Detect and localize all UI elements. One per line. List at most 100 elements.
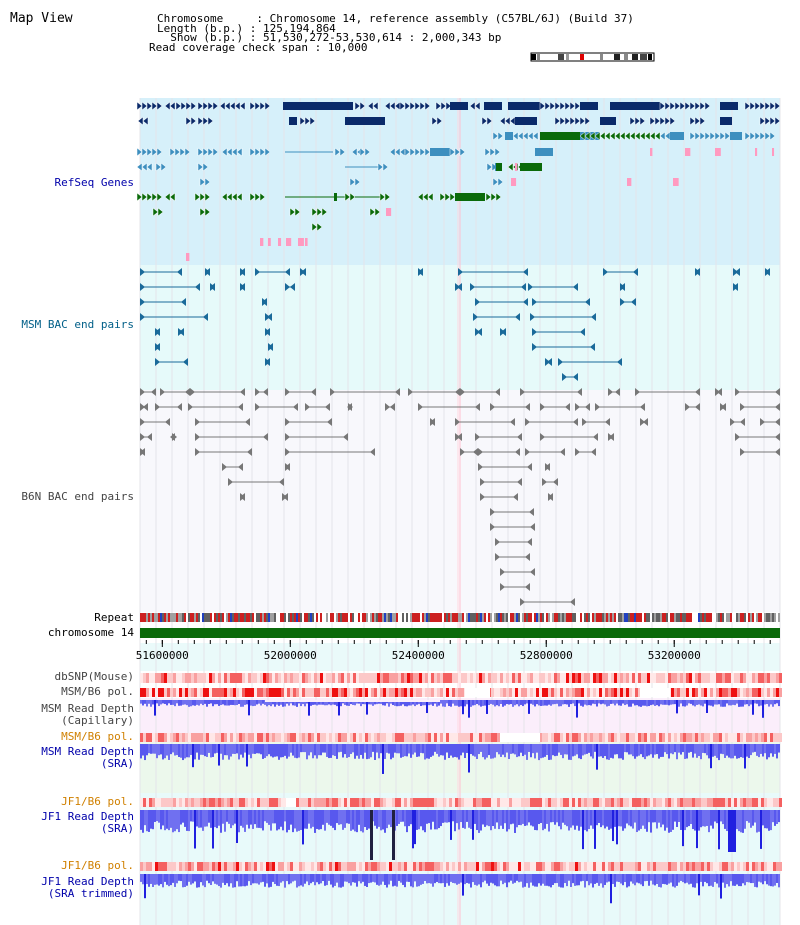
jf1-pol2-cell <box>155 862 158 871</box>
jf1-sra-depth-bar <box>330 810 332 826</box>
jf1-trim-depth-bar <box>314 874 316 886</box>
jf1-sra-depth-bar <box>650 810 652 833</box>
jf1-trim-depth-bar <box>218 874 220 887</box>
msm-cap-depth-bar <box>466 700 468 705</box>
jf1-trim-depth-bar <box>716 874 718 884</box>
jf1-sra-depth-bar <box>778 810 780 823</box>
jf1-pol2-cell <box>689 862 692 871</box>
gene-arrow <box>759 101 766 111</box>
jf1-pol-cell <box>437 798 440 807</box>
repeat-element <box>532 613 534 622</box>
dbsnp-cell <box>332 673 335 683</box>
jf1-sra-depth-bar <box>252 810 254 829</box>
track-label-jf1-b6-pol[interactable]: JF1/B6 pol. <box>61 795 134 808</box>
jf1-sra-depth-bar <box>706 810 708 826</box>
msm-pol-cell <box>629 688 632 697</box>
repeat-element <box>514 613 516 622</box>
repeat-element <box>378 613 380 622</box>
track-label-msm-depth-sra[interactable]: MSM Read Depth <box>41 745 134 758</box>
track-label-jf1-b6-pol-2[interactable]: JF1/B6 pol. <box>61 859 134 872</box>
msm-cap-depth-bar <box>194 700 196 706</box>
msm-cap-depth-bar <box>632 700 634 704</box>
msm-sra-depth-bar <box>594 744 596 752</box>
track-label-b6n-bac[interactable]: B6N BAC end pairs <box>21 490 134 503</box>
msm-cap-depth-bar <box>560 700 562 707</box>
jf1-sra-depth-bar <box>748 810 750 823</box>
jf1-pol-cell <box>167 798 170 807</box>
msm-cap-depth-bar <box>258 700 260 704</box>
gene-arrow <box>199 177 206 187</box>
dbsnp-cell <box>476 673 479 683</box>
jf1-pol-cell <box>602 798 605 807</box>
track-label-repeat[interactable]: Repeat <box>94 611 134 624</box>
msm-sra-depth-bar <box>556 744 558 756</box>
msm-cap-depth-bar <box>476 700 478 704</box>
msm-cap-depth-bar <box>224 700 226 706</box>
track-label-msm-b6-pol[interactable]: MSM/B6 pol. <box>61 685 134 698</box>
track-label-jf1-depth-sra[interactable]: JF1 Read Depth <box>41 810 134 823</box>
jf1-sra-depth-bar <box>260 810 262 829</box>
repeat-element <box>394 613 396 622</box>
gene-arrow <box>204 207 211 217</box>
gene-block <box>430 148 450 156</box>
jf1-sra-depth-bar <box>436 810 438 830</box>
repeat-element <box>376 613 378 622</box>
dbsnp-cell <box>569 673 572 683</box>
msm-sra-depth-bar <box>654 744 656 755</box>
jf1-pol2-cell <box>575 862 578 871</box>
jf1-pol2-cell <box>293 862 296 871</box>
jf1-trim-depth-bar <box>302 874 304 887</box>
repeat-element <box>200 613 202 622</box>
msm-sra-depth-bar <box>658 744 660 759</box>
repeat-element <box>486 613 488 622</box>
dbsnp-cell <box>779 673 782 683</box>
msm-sra-depth-bar <box>578 744 580 759</box>
dbsnp-cell <box>470 673 473 683</box>
track-label-msm-depth-capillary[interactable]: MSM Read Depth <box>41 702 134 715</box>
jf1-pol-cell <box>527 798 530 807</box>
track-label-jf1-depth-trimmed[interactable]: JF1 Read Depth <box>41 875 134 888</box>
msm-sra-depth-bar <box>720 744 722 754</box>
jf1-sra-depth-bar <box>188 810 190 832</box>
track-label-refseq[interactable]: RefSeq Genes <box>54 176 134 189</box>
msm-sra-depth-bar <box>256 744 258 754</box>
b6n-bac-pair-end <box>385 403 390 411</box>
jf1-trim-depth-bar <box>414 874 416 882</box>
jf1-pol-cell <box>530 798 533 807</box>
gene-arrow <box>294 207 301 217</box>
jf1-pol2-cell <box>767 862 770 871</box>
msm-sra-depth-bar <box>416 744 418 757</box>
dbsnp-cell <box>383 673 386 683</box>
gene-arrow <box>459 147 466 157</box>
track-label-msm-b6-pol-2[interactable]: MSM/B6 pol. <box>61 730 134 743</box>
repeat-element <box>606 613 608 622</box>
msm-cap-depth-bar <box>278 700 280 706</box>
jf1-trim-depth-bar <box>570 874 572 887</box>
jf1-sra-depth-bar <box>186 810 188 831</box>
dbsnp-cell <box>248 673 251 683</box>
dbsnp-cell <box>734 673 737 683</box>
repeat-element <box>142 613 144 622</box>
dbsnp-cell <box>290 673 293 683</box>
msm-pol-cell <box>212 688 215 697</box>
msm-sra-depth-bar <box>430 744 432 757</box>
jf1-pol-cell <box>185 798 188 807</box>
jf1-pol-cell <box>677 798 680 807</box>
msm-cap-depth-bar <box>336 700 338 707</box>
repeat-element <box>504 613 506 622</box>
dbsnp-cell <box>575 673 578 683</box>
track-label-dbsnp[interactable]: dbSNP(Mouse) <box>54 670 134 683</box>
jf1-pol2-cell <box>560 862 563 871</box>
gene-arrow <box>175 101 182 111</box>
b6n-bac-pair-end <box>525 418 530 426</box>
msm-pol-cell <box>242 688 245 697</box>
jf1-sra-depth-bar <box>434 810 436 830</box>
msm-sra-depth-bar <box>764 744 766 754</box>
track-label-msm-bac[interactable]: MSM BAC end pairs <box>21 318 134 331</box>
gene-arrow <box>654 116 661 126</box>
jf1-pol2-cell <box>434 862 437 871</box>
msm-sra-depth-bar <box>488 744 490 756</box>
jf1-trim-depth-bar <box>318 874 320 885</box>
gene-arrow <box>764 131 771 141</box>
jf1-pol-cell <box>419 798 422 807</box>
